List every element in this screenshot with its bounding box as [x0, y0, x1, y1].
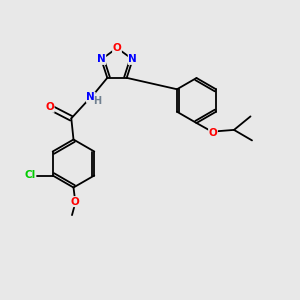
Text: N: N: [86, 92, 95, 102]
Text: O: O: [45, 102, 54, 112]
Text: H: H: [93, 96, 101, 106]
Text: N: N: [128, 54, 137, 64]
Text: Cl: Cl: [25, 170, 36, 181]
Text: O: O: [70, 196, 80, 207]
Text: O: O: [112, 43, 122, 53]
Text: O: O: [208, 128, 217, 138]
Text: N: N: [97, 54, 106, 64]
